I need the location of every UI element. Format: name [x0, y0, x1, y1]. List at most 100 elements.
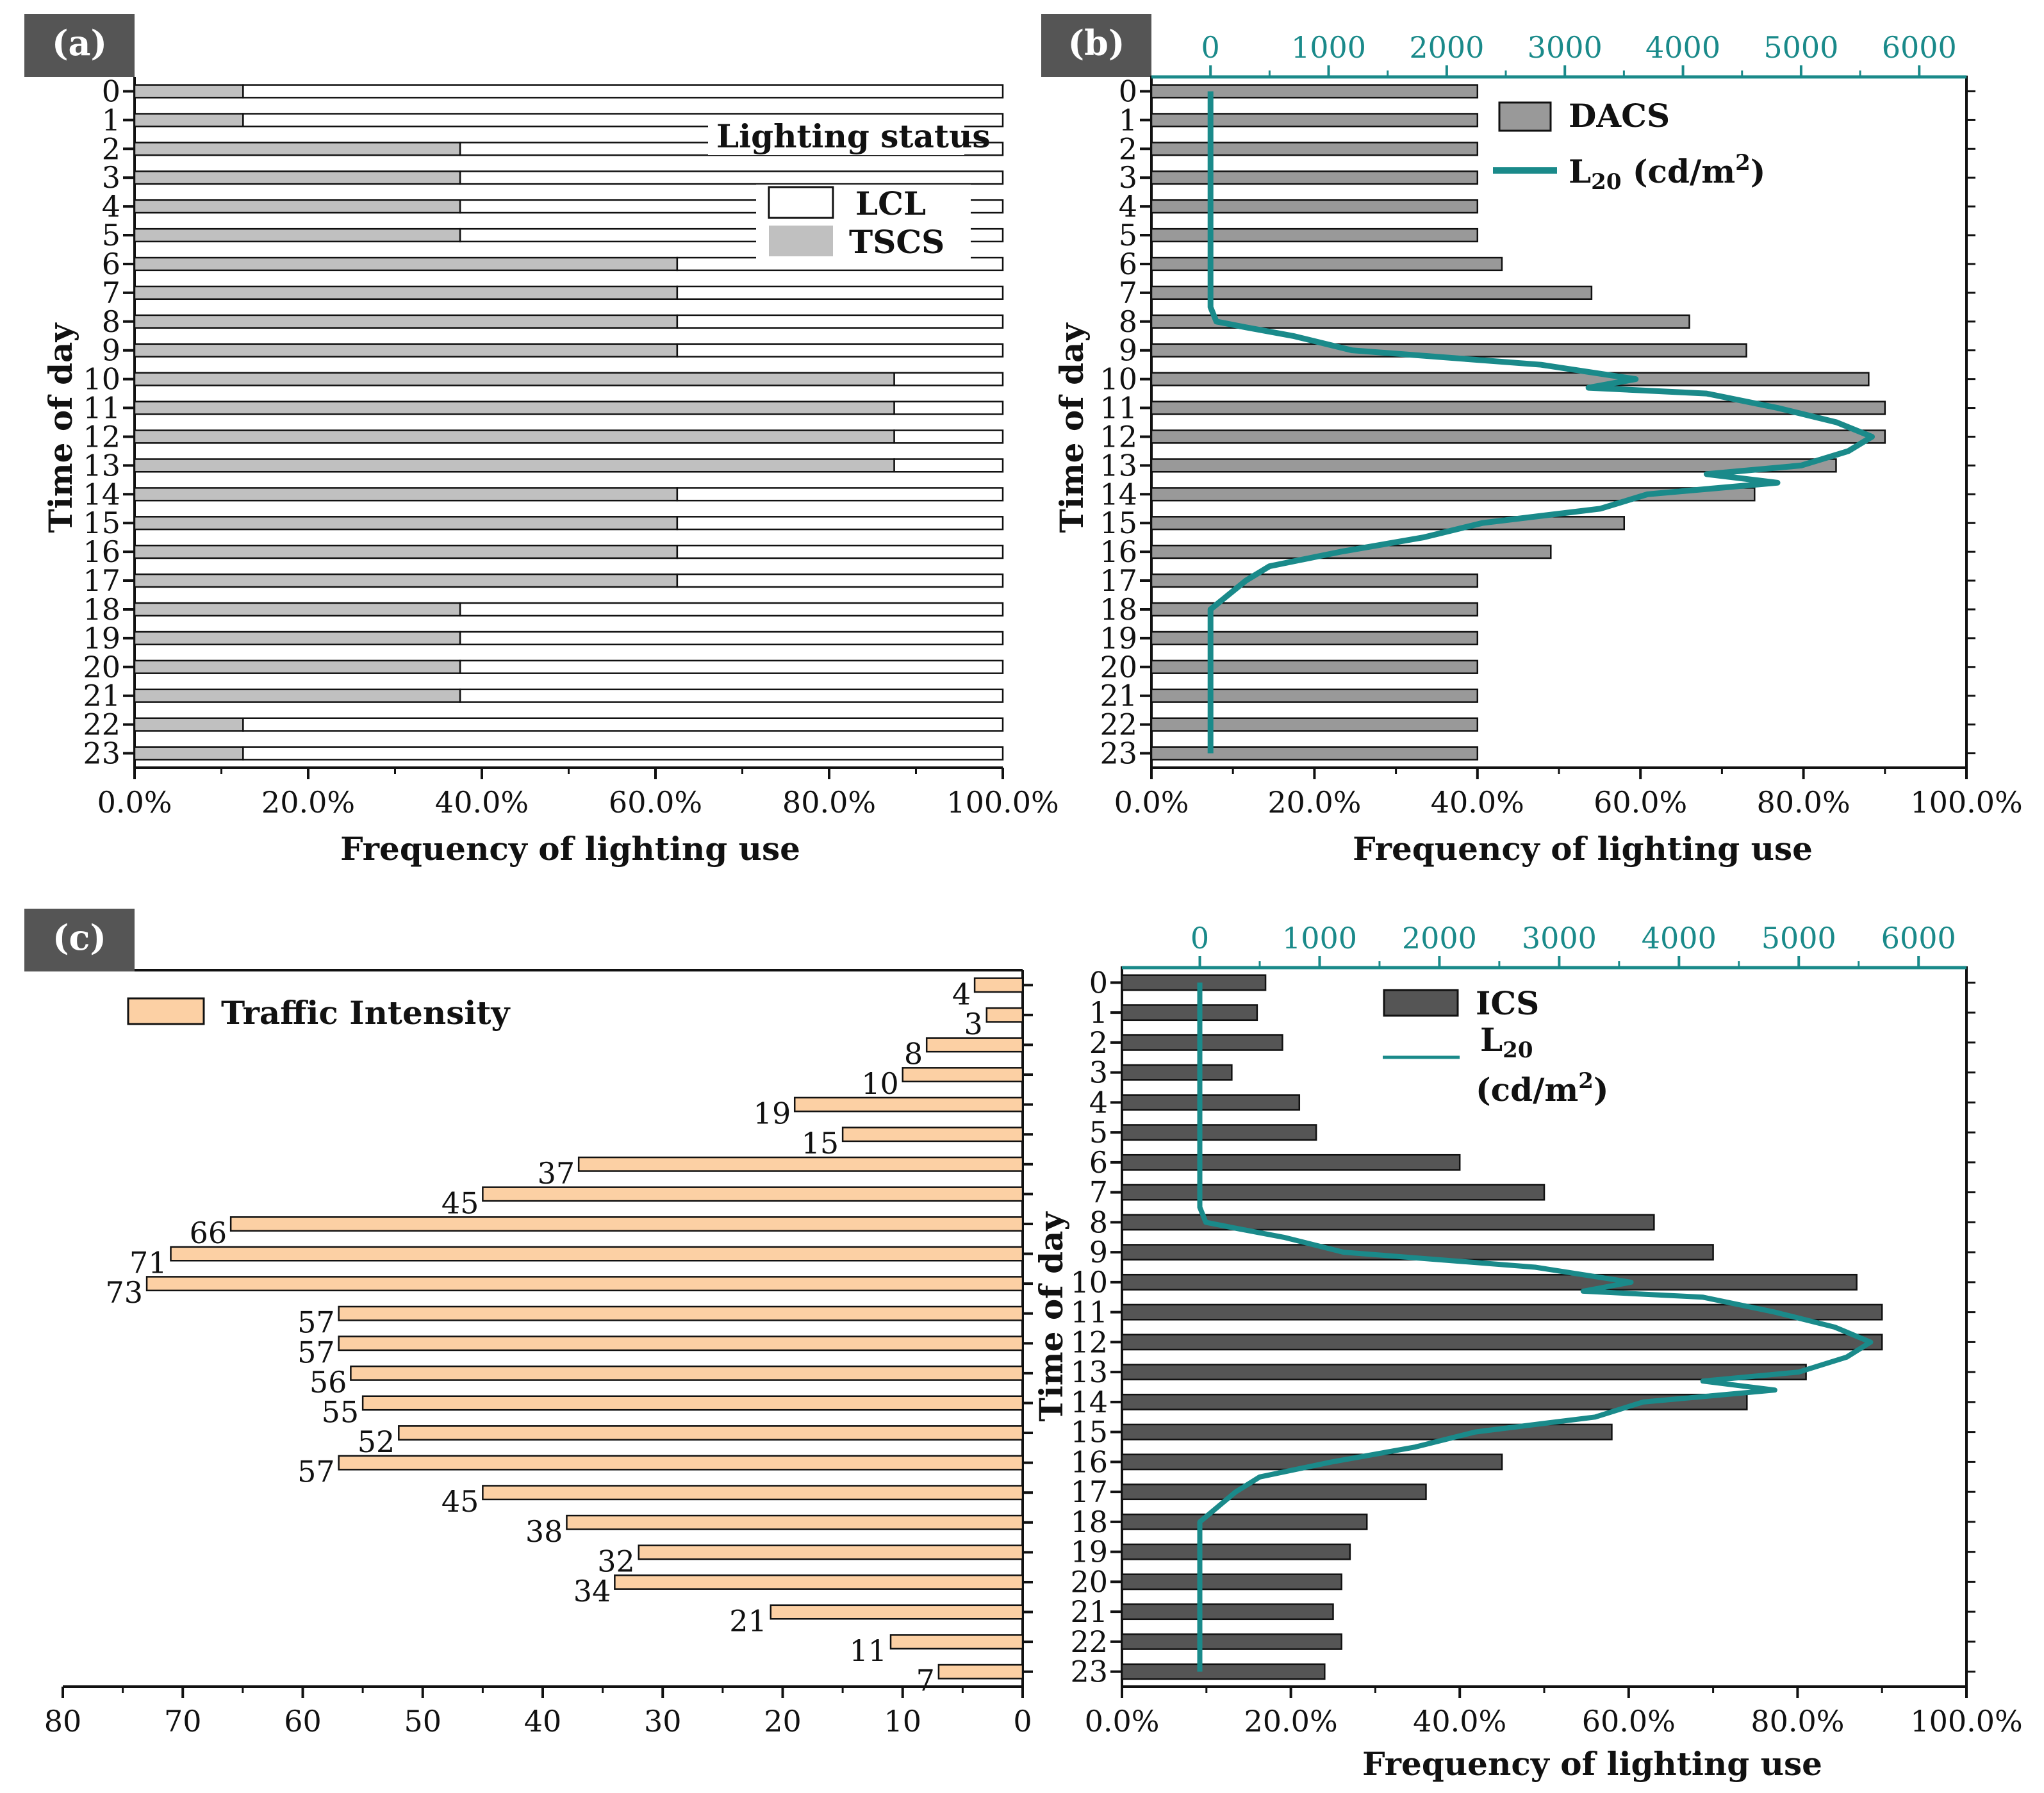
cr-x-tick-label: 60.0% — [1582, 1704, 1676, 1739]
cr-top-tick-label: 2000 — [1402, 921, 1477, 955]
b-top-tick-label: 2000 — [1409, 30, 1484, 65]
legend-c-l20-label-bottom: (cd/m2) — [1476, 1068, 1609, 1109]
cr-y-tick-label: 9 — [1089, 1235, 1108, 1269]
cr-y-tick-label: 21 — [1070, 1594, 1108, 1629]
cr-y-tick-label: 20 — [1070, 1564, 1108, 1599]
cl-bar — [229, 1216, 1024, 1232]
a-bar-lcl — [459, 170, 1004, 185]
cr-y-tick-label: 19 — [1070, 1535, 1108, 1569]
a-x-tick-label: 100.0% — [946, 785, 1059, 820]
b-bar — [1150, 285, 1593, 301]
a-bar-lcl — [676, 314, 1004, 329]
b-bar — [1150, 746, 1479, 761]
b-y-tick-label: 5 — [1119, 218, 1137, 252]
b-bar — [1150, 113, 1479, 128]
a-x-tick-label: 20.0% — [261, 785, 355, 820]
cr-y-tick-label: 8 — [1089, 1205, 1108, 1239]
a-bar-lcl — [676, 285, 1004, 301]
b-bar — [1150, 573, 1479, 588]
cl-data-label: 71 — [129, 1246, 167, 1280]
a-y-tick-label: 9 — [102, 333, 120, 368]
cl-data-label: 7 — [916, 1664, 935, 1698]
a-bar-tscs — [133, 170, 461, 185]
cr-x-tick-label: 80.0% — [1751, 1704, 1844, 1739]
legend-traffic-swatch — [127, 997, 205, 1025]
cr-y-tick-label: 18 — [1070, 1505, 1108, 1539]
cl-bar — [170, 1246, 1024, 1262]
b-l20-unit: (cd/m — [1621, 153, 1735, 190]
cr-x-tick-label: 20.0% — [1244, 1704, 1338, 1739]
cl-x-tick-label: 70 — [164, 1704, 202, 1739]
a-bar-lcl — [242, 84, 1004, 99]
a-bar-tscs — [133, 746, 244, 761]
a-bar-tscs — [133, 142, 461, 156]
b-bar — [1150, 429, 1886, 444]
panel-a-label-box — [24, 14, 135, 77]
a-bar-tscs — [133, 314, 679, 329]
cl-data-label: 57 — [297, 1305, 335, 1340]
a-y-tick-label: 7 — [102, 276, 120, 310]
b-y-tick-label: 10 — [1100, 362, 1137, 397]
a-bar-tscs — [133, 688, 461, 703]
a-bar-lcl — [893, 401, 1004, 415]
cl-x-tick-label: 50 — [404, 1704, 441, 1739]
a-bar-tscs — [133, 372, 895, 386]
cr-y-tick-label: 7 — [1089, 1175, 1108, 1210]
cl-x-tick-label: 0 — [1013, 1704, 1032, 1739]
cl-data-label: 21 — [729, 1604, 767, 1639]
b-y-tick-label: 11 — [1100, 391, 1137, 426]
b-y-tick-label: 23 — [1100, 736, 1137, 771]
panel-a-x-title: Frequency of lighting use — [340, 830, 800, 868]
c-l20-main: L — [1480, 1021, 1503, 1059]
cl-bar — [973, 977, 1024, 993]
cr-y-tick-label: 4 — [1089, 1085, 1108, 1120]
cl-data-label: 34 — [573, 1574, 611, 1608]
a-bar-lcl — [676, 343, 1004, 358]
b-bar — [1150, 84, 1479, 99]
b-y-tick-label: 19 — [1100, 621, 1137, 656]
cl-data-label: 57 — [297, 1335, 335, 1369]
b-y-tick-label: 18 — [1100, 592, 1137, 627]
b-y-tick-label: 16 — [1100, 534, 1137, 569]
b-y-tick-label: 21 — [1100, 679, 1137, 713]
cl-x-tick-label: 60 — [284, 1704, 322, 1739]
a-y-tick-label: 5 — [102, 218, 120, 252]
cr-y-tick-label: 6 — [1089, 1145, 1108, 1180]
cr-bar — [1121, 1334, 1883, 1351]
cl-data-label: 66 — [190, 1216, 227, 1250]
cl-bar — [793, 1096, 1024, 1112]
cr-bar — [1121, 1124, 1317, 1141]
cr-bar — [1121, 1184, 1545, 1201]
b-y-tick-label: 22 — [1100, 707, 1137, 742]
cr-top-tick-label: 4000 — [1642, 921, 1717, 955]
a-x-tick-label: 0.0% — [97, 785, 172, 820]
a-bar-lcl — [459, 688, 1004, 703]
a-bar-tscs — [133, 659, 461, 674]
b-y-tick-label: 14 — [1100, 477, 1137, 511]
b-top-tick-label: 1000 — [1291, 30, 1366, 65]
b-y-tick-label: 8 — [1119, 304, 1137, 339]
b-bar — [1150, 659, 1479, 674]
a-bar-tscs — [133, 544, 679, 559]
a-y-tick-label: 1 — [102, 103, 120, 137]
legend-ics-label: ICS — [1476, 984, 1539, 1022]
panel-b-label: (b) — [1068, 22, 1125, 63]
b-bar — [1150, 688, 1479, 703]
cl-data-label: 57 — [297, 1455, 335, 1489]
legend-c-l20-label-top: L20 — [1480, 1021, 1533, 1063]
b-y-tick-label: 0 — [1119, 74, 1137, 108]
b-y-tick-label: 4 — [1119, 189, 1137, 224]
panel-a-label: (a) — [52, 22, 107, 63]
cl-data-label: 8 — [904, 1036, 923, 1071]
b-top-tick-label: 6000 — [1882, 30, 1957, 65]
b-bar — [1150, 343, 1747, 358]
a-bar-lcl — [459, 602, 1004, 617]
b-y-tick-label: 2 — [1119, 131, 1137, 166]
a-bar-tscs — [133, 285, 679, 301]
a-bar-tscs — [133, 602, 461, 617]
a-y-tick-label: 16 — [83, 534, 120, 569]
cl-data-label: 45 — [441, 1484, 479, 1519]
cl-bar — [841, 1127, 1024, 1143]
a-y-tick-label: 4 — [102, 189, 120, 224]
